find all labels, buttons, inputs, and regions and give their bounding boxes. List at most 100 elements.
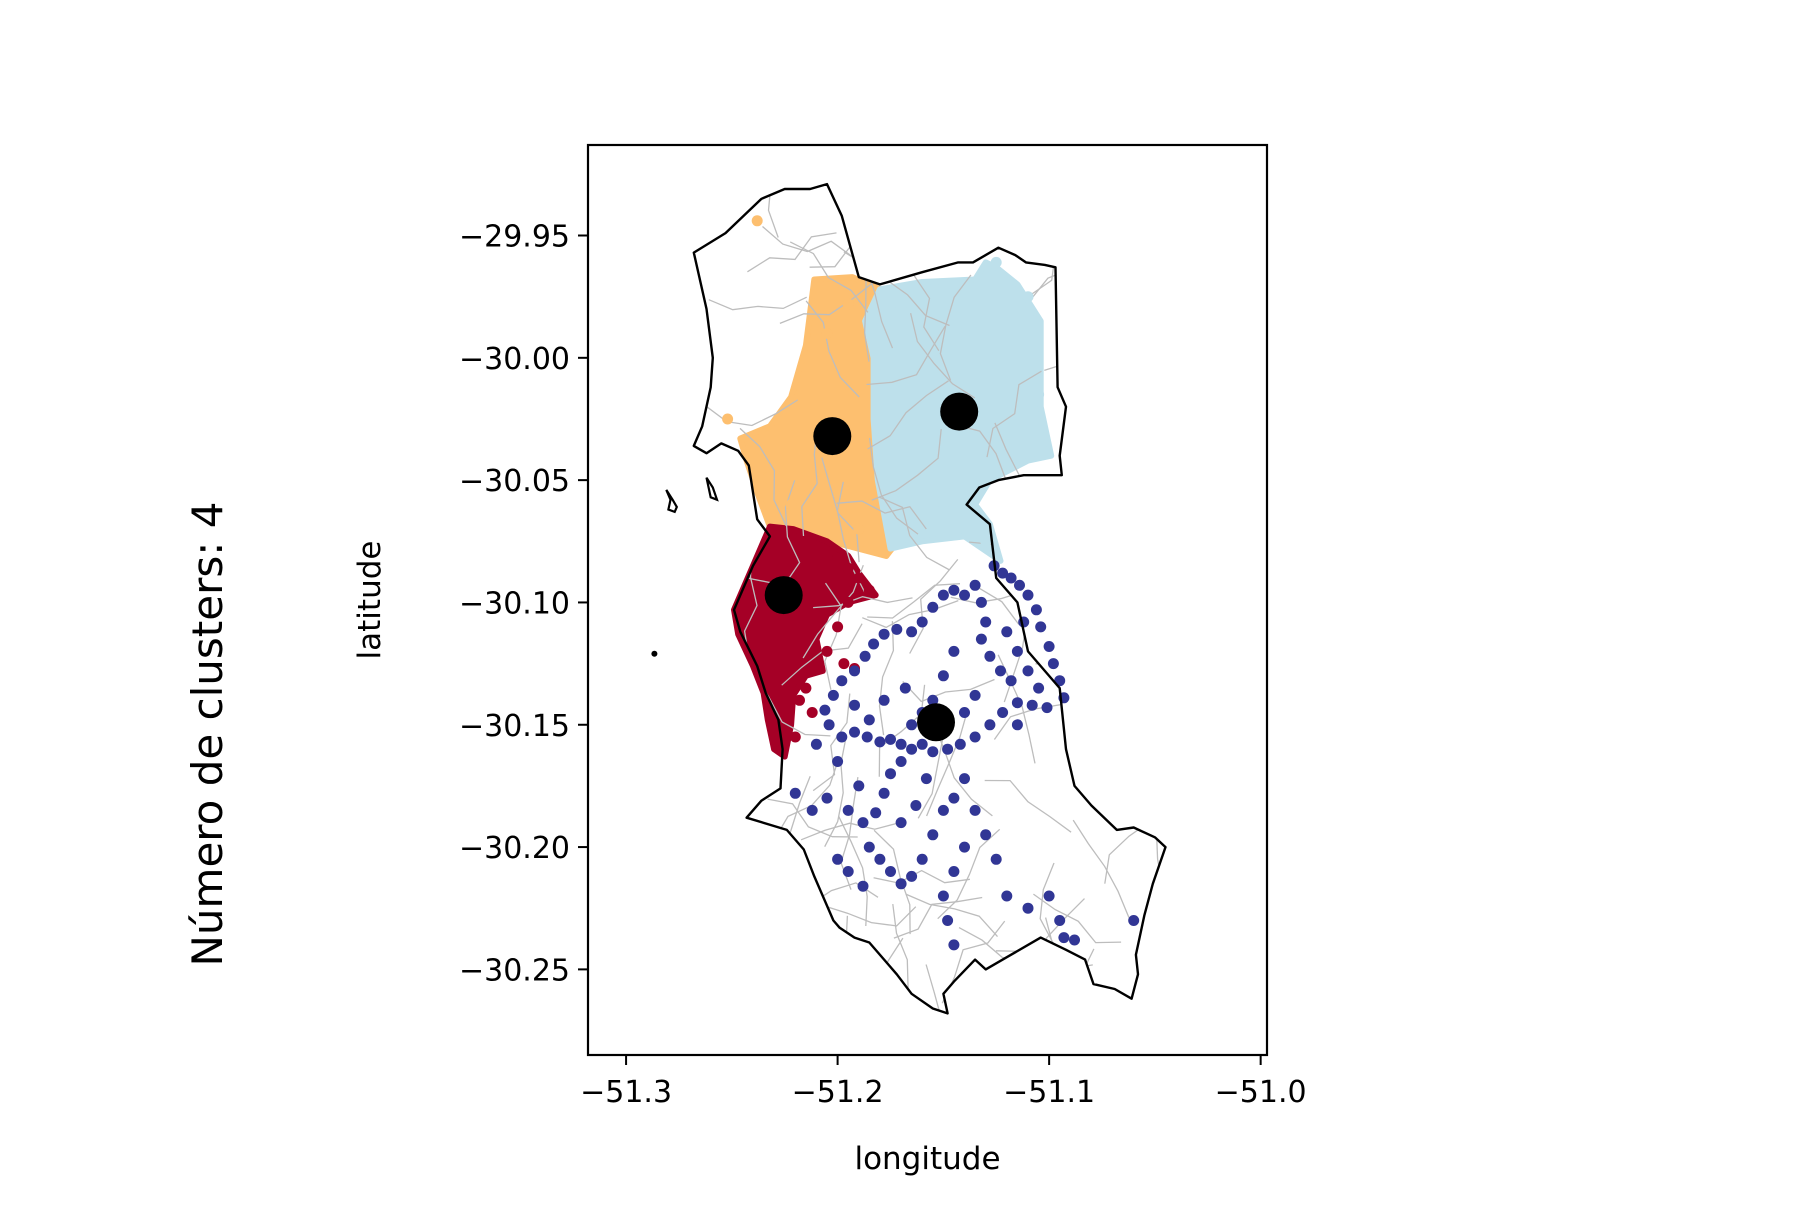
cluster-3-point: [838, 658, 850, 670]
cluster-4-point: [906, 743, 918, 755]
cluster-2-point: [937, 499, 949, 511]
road-segment: [878, 684, 926, 777]
road-segment: [962, 184, 1015, 243]
cluster-4-point: [868, 638, 880, 650]
road-segment: [1103, 730, 1166, 794]
cluster-4-point: [863, 714, 875, 726]
cluster-4-point: [827, 689, 839, 701]
cluster-4-point: [1011, 719, 1023, 731]
cluster-4-point: [959, 773, 970, 785]
x-axis-label: longitude: [854, 1141, 1000, 1177]
cluster-4-point: [984, 650, 996, 662]
road-segment: [984, 779, 1072, 833]
cluster-4-point: [959, 841, 970, 853]
road-segment: [1231, 302, 1312, 366]
y-tick-label: −30.15: [459, 709, 570, 744]
cluster-4-point: [948, 939, 960, 951]
cluster-2-point: [959, 327, 970, 339]
cluster-4-point: [906, 719, 918, 731]
cluster-4-point: [959, 589, 970, 601]
y-tick-label: −30.05: [459, 464, 570, 499]
road-segment: [1104, 791, 1153, 884]
road-segment: [730, 862, 790, 956]
road-segment: [867, 583, 961, 619]
cluster-4-point: [997, 707, 1009, 718]
road-segment: [1087, 426, 1166, 442]
road-segment: [822, 904, 917, 927]
road-segment: [693, 855, 738, 926]
cluster-4-point: [969, 579, 981, 591]
cluster-4-point: [857, 880, 869, 892]
cluster-centroid: [940, 392, 979, 431]
cluster-2-point: [1022, 291, 1034, 303]
cluster-4-point: [937, 890, 949, 902]
cluster-4-point: [861, 731, 873, 743]
road-segment: [729, 677, 762, 785]
road-segment: [1130, 184, 1166, 220]
road-segment: [862, 599, 959, 629]
island-outline: [665, 489, 679, 514]
road-segment: [1067, 495, 1166, 506]
cluster-4-point: [836, 675, 848, 687]
cluster-3-point: [853, 572, 865, 584]
cluster-4-point: [819, 704, 831, 716]
cluster-4-point: [853, 780, 865, 792]
cluster-4-point: [954, 738, 966, 750]
road-segment: [1254, 165, 1317, 247]
road-segment: [1155, 780, 1166, 889]
cluster-4-point: [895, 738, 907, 750]
cluster-4-point: [874, 853, 886, 865]
cluster-4-point: [942, 915, 954, 926]
road-segment: [933, 723, 993, 817]
cluster-4-point: [895, 756, 907, 767]
road-segment: [868, 437, 919, 535]
cluster-4-point: [1041, 702, 1053, 714]
cluster-4-point: [1043, 641, 1055, 652]
cluster-4-point: [849, 699, 860, 711]
cluster-2-point: [1033, 389, 1045, 400]
cluster-4-point: [885, 866, 896, 877]
road-segment: [1015, 201, 1115, 224]
cluster-4-point: [806, 804, 818, 816]
y-tick-label: −30.00: [459, 342, 570, 377]
road-segment: [902, 678, 995, 703]
road-segment: [1033, 893, 1122, 944]
map-layer: [651, 165, 1317, 1015]
road-segment: [1204, 555, 1251, 657]
cluster-4-point: [1022, 902, 1034, 914]
road-segment: [800, 822, 900, 841]
cluster-4-point: [1054, 915, 1066, 926]
cluster-4-point: [857, 817, 869, 829]
road-segment: [813, 596, 913, 609]
cluster-4-point: [927, 746, 939, 758]
road-segment: [779, 282, 873, 325]
cluster-4-point: [895, 817, 907, 829]
road-segment: [1029, 202, 1076, 296]
cluster-4-point: [878, 787, 890, 799]
cluster-4-point: [885, 768, 896, 780]
cluster-4-point: [910, 800, 922, 811]
road-segment: [937, 828, 1001, 920]
road-segment: [1072, 819, 1130, 918]
cluster-3-point: [842, 562, 854, 574]
road-segment: [802, 564, 864, 659]
road-segment: [1095, 411, 1166, 493]
road-segment: [1122, 461, 1166, 527]
road-segment: [838, 815, 868, 927]
cluster-4-point: [832, 853, 844, 865]
island-outline: [705, 477, 719, 502]
cluster-3-point: [863, 584, 875, 596]
cluster-4-point: [823, 719, 835, 731]
road-segment: [878, 621, 895, 736]
cluster-1-point: [842, 298, 854, 310]
cluster-4-point: [927, 694, 939, 706]
cluster-4-point: [916, 616, 928, 628]
cluster-4-point: [980, 829, 992, 841]
road-segment: [725, 769, 747, 875]
road-segment: [873, 829, 911, 935]
cluster-4-point: [1069, 934, 1080, 946]
cluster-1-point: [762, 472, 774, 484]
road-segment: [1118, 382, 1166, 414]
road-segment: [1103, 348, 1141, 451]
